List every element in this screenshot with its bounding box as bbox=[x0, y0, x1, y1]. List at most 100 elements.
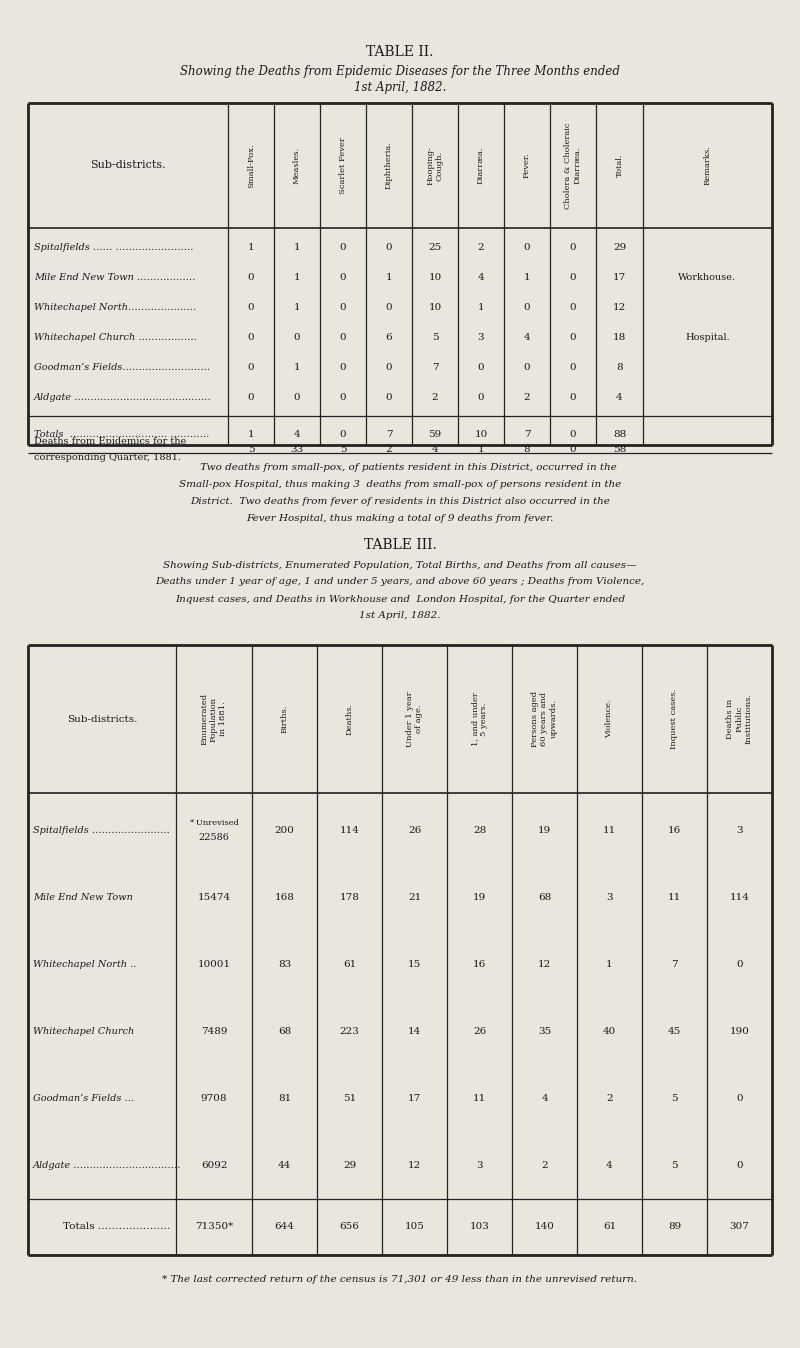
Text: 1, and under
5 years.: 1, and under 5 years. bbox=[471, 692, 488, 745]
Text: Births.: Births. bbox=[281, 705, 289, 733]
Text: 61: 61 bbox=[603, 1223, 616, 1232]
Text: Inquest cases, and Deaths in Workhouse and  London Hospital, for the Quarter end: Inquest cases, and Deaths in Workhouse a… bbox=[175, 594, 625, 604]
Text: 10001: 10001 bbox=[198, 960, 230, 969]
Text: 0: 0 bbox=[248, 303, 254, 313]
Text: 7489: 7489 bbox=[201, 1027, 227, 1037]
Text: 15474: 15474 bbox=[198, 892, 230, 902]
Text: 0: 0 bbox=[736, 960, 743, 969]
Text: 1: 1 bbox=[294, 244, 300, 252]
Text: * Unrevised: * Unrevised bbox=[190, 820, 238, 828]
Text: Mile End New Town ………………: Mile End New Town ……………… bbox=[34, 274, 195, 283]
Text: 1: 1 bbox=[478, 445, 484, 453]
Text: 11: 11 bbox=[603, 826, 616, 834]
Text: 26: 26 bbox=[473, 1027, 486, 1037]
Text: 12: 12 bbox=[408, 1161, 421, 1170]
Text: 0: 0 bbox=[340, 394, 346, 403]
Text: 3: 3 bbox=[606, 892, 613, 902]
Text: Goodman’s Fields………………………: Goodman’s Fields……………………… bbox=[34, 364, 210, 372]
Text: 656: 656 bbox=[339, 1223, 359, 1232]
Text: 1: 1 bbox=[524, 274, 530, 283]
Text: 0: 0 bbox=[524, 364, 530, 372]
Text: Small-Pox.: Small-Pox. bbox=[247, 143, 255, 187]
Text: 10: 10 bbox=[428, 303, 442, 313]
Text: 9708: 9708 bbox=[201, 1095, 227, 1103]
Text: 7: 7 bbox=[386, 430, 392, 439]
Text: 7: 7 bbox=[524, 430, 530, 439]
Text: 19: 19 bbox=[473, 892, 486, 902]
Text: Remarks.: Remarks. bbox=[703, 146, 711, 186]
Text: 11: 11 bbox=[668, 892, 681, 902]
Text: Cholera & Choleraic
Diarræa.: Cholera & Choleraic Diarræa. bbox=[565, 123, 582, 209]
Text: Fever.: Fever. bbox=[523, 152, 531, 178]
Text: 2: 2 bbox=[541, 1161, 548, 1170]
Text: 0: 0 bbox=[570, 244, 576, 252]
Text: 114: 114 bbox=[339, 826, 359, 834]
Text: Mile End New Town: Mile End New Town bbox=[33, 892, 133, 902]
Text: Whitechapel North ..: Whitechapel North .. bbox=[33, 960, 136, 969]
Text: 26: 26 bbox=[408, 826, 421, 834]
Text: 68: 68 bbox=[538, 892, 551, 902]
Text: 81: 81 bbox=[278, 1095, 291, 1103]
Text: 58: 58 bbox=[613, 445, 626, 453]
Text: Small-pox Hospital, thus making 3  deaths from small-pox of persons resident in : Small-pox Hospital, thus making 3 deaths… bbox=[179, 480, 621, 489]
Text: Deaths in
Public
Institutions.: Deaths in Public Institutions. bbox=[726, 693, 753, 744]
Text: 0: 0 bbox=[570, 394, 576, 403]
Text: Spitalfields …… ……………………: Spitalfields …… …………………… bbox=[34, 244, 194, 252]
Text: 10: 10 bbox=[474, 430, 488, 439]
Text: 307: 307 bbox=[730, 1223, 750, 1232]
Text: Diphtheria.: Diphtheria. bbox=[385, 142, 393, 190]
Text: 0: 0 bbox=[248, 274, 254, 283]
Text: 16: 16 bbox=[473, 960, 486, 969]
Text: 0: 0 bbox=[386, 303, 392, 313]
Text: 45: 45 bbox=[668, 1027, 681, 1037]
Text: Hooping-
Cough.: Hooping- Cough. bbox=[426, 146, 443, 185]
Text: 0: 0 bbox=[524, 244, 530, 252]
Text: Showing Sub-districts, Enumerated Population, Total Births, and Deaths from all : Showing Sub-districts, Enumerated Popula… bbox=[163, 561, 637, 569]
Text: Deaths from Epidemics for the: Deaths from Epidemics for the bbox=[34, 437, 186, 445]
Text: 140: 140 bbox=[534, 1223, 554, 1232]
Text: TABLE II.: TABLE II. bbox=[366, 44, 434, 59]
Text: 8: 8 bbox=[524, 445, 530, 453]
Text: 114: 114 bbox=[730, 892, 750, 902]
Text: Whitechapel North…………………: Whitechapel North………………… bbox=[34, 303, 196, 313]
Text: 5: 5 bbox=[671, 1161, 678, 1170]
Text: 12: 12 bbox=[538, 960, 551, 969]
Text: 0: 0 bbox=[736, 1095, 743, 1103]
Text: 644: 644 bbox=[274, 1223, 294, 1232]
Text: 44: 44 bbox=[278, 1161, 291, 1170]
Text: 10: 10 bbox=[428, 274, 442, 283]
Text: 4: 4 bbox=[478, 274, 484, 283]
Text: 19: 19 bbox=[538, 826, 551, 834]
Text: 1: 1 bbox=[294, 303, 300, 313]
Text: 1st April, 1882.: 1st April, 1882. bbox=[354, 81, 446, 93]
Text: 0: 0 bbox=[340, 430, 346, 439]
Text: 0: 0 bbox=[340, 333, 346, 342]
Text: 0: 0 bbox=[478, 364, 484, 372]
Text: Hospital.: Hospital. bbox=[685, 333, 730, 342]
Text: 0: 0 bbox=[524, 303, 530, 313]
Text: 28: 28 bbox=[473, 826, 486, 834]
Text: 0: 0 bbox=[570, 333, 576, 342]
Text: 16: 16 bbox=[668, 826, 681, 834]
Text: 200: 200 bbox=[274, 826, 294, 834]
Text: 4: 4 bbox=[524, 333, 530, 342]
Text: Enumerated
Population
in 1881.: Enumerated Population in 1881. bbox=[201, 693, 227, 745]
Text: 190: 190 bbox=[730, 1027, 750, 1037]
Text: 1: 1 bbox=[248, 430, 254, 439]
Text: Deaths under 1 year of age, 1 and under 5 years, and above 60 years ; Deaths fro: Deaths under 1 year of age, 1 and under … bbox=[155, 577, 645, 586]
Text: Aldgate ……………………………………: Aldgate …………………………………… bbox=[34, 394, 212, 403]
Text: 6092: 6092 bbox=[201, 1161, 227, 1170]
Text: 51: 51 bbox=[343, 1095, 356, 1103]
Text: 2: 2 bbox=[386, 445, 392, 453]
Text: 2: 2 bbox=[524, 394, 530, 403]
Text: Workhouse.: Workhouse. bbox=[678, 274, 737, 283]
Text: Under 1 year
of age.: Under 1 year of age. bbox=[406, 692, 423, 747]
Text: Aldgate ……………………………: Aldgate …………………………… bbox=[33, 1161, 182, 1170]
Text: 4: 4 bbox=[294, 430, 300, 439]
Text: 5: 5 bbox=[671, 1095, 678, 1103]
Text: 0: 0 bbox=[248, 394, 254, 403]
Text: 3: 3 bbox=[476, 1161, 483, 1170]
Text: 35: 35 bbox=[538, 1027, 551, 1037]
Text: 4: 4 bbox=[606, 1161, 613, 1170]
Text: 1: 1 bbox=[294, 364, 300, 372]
